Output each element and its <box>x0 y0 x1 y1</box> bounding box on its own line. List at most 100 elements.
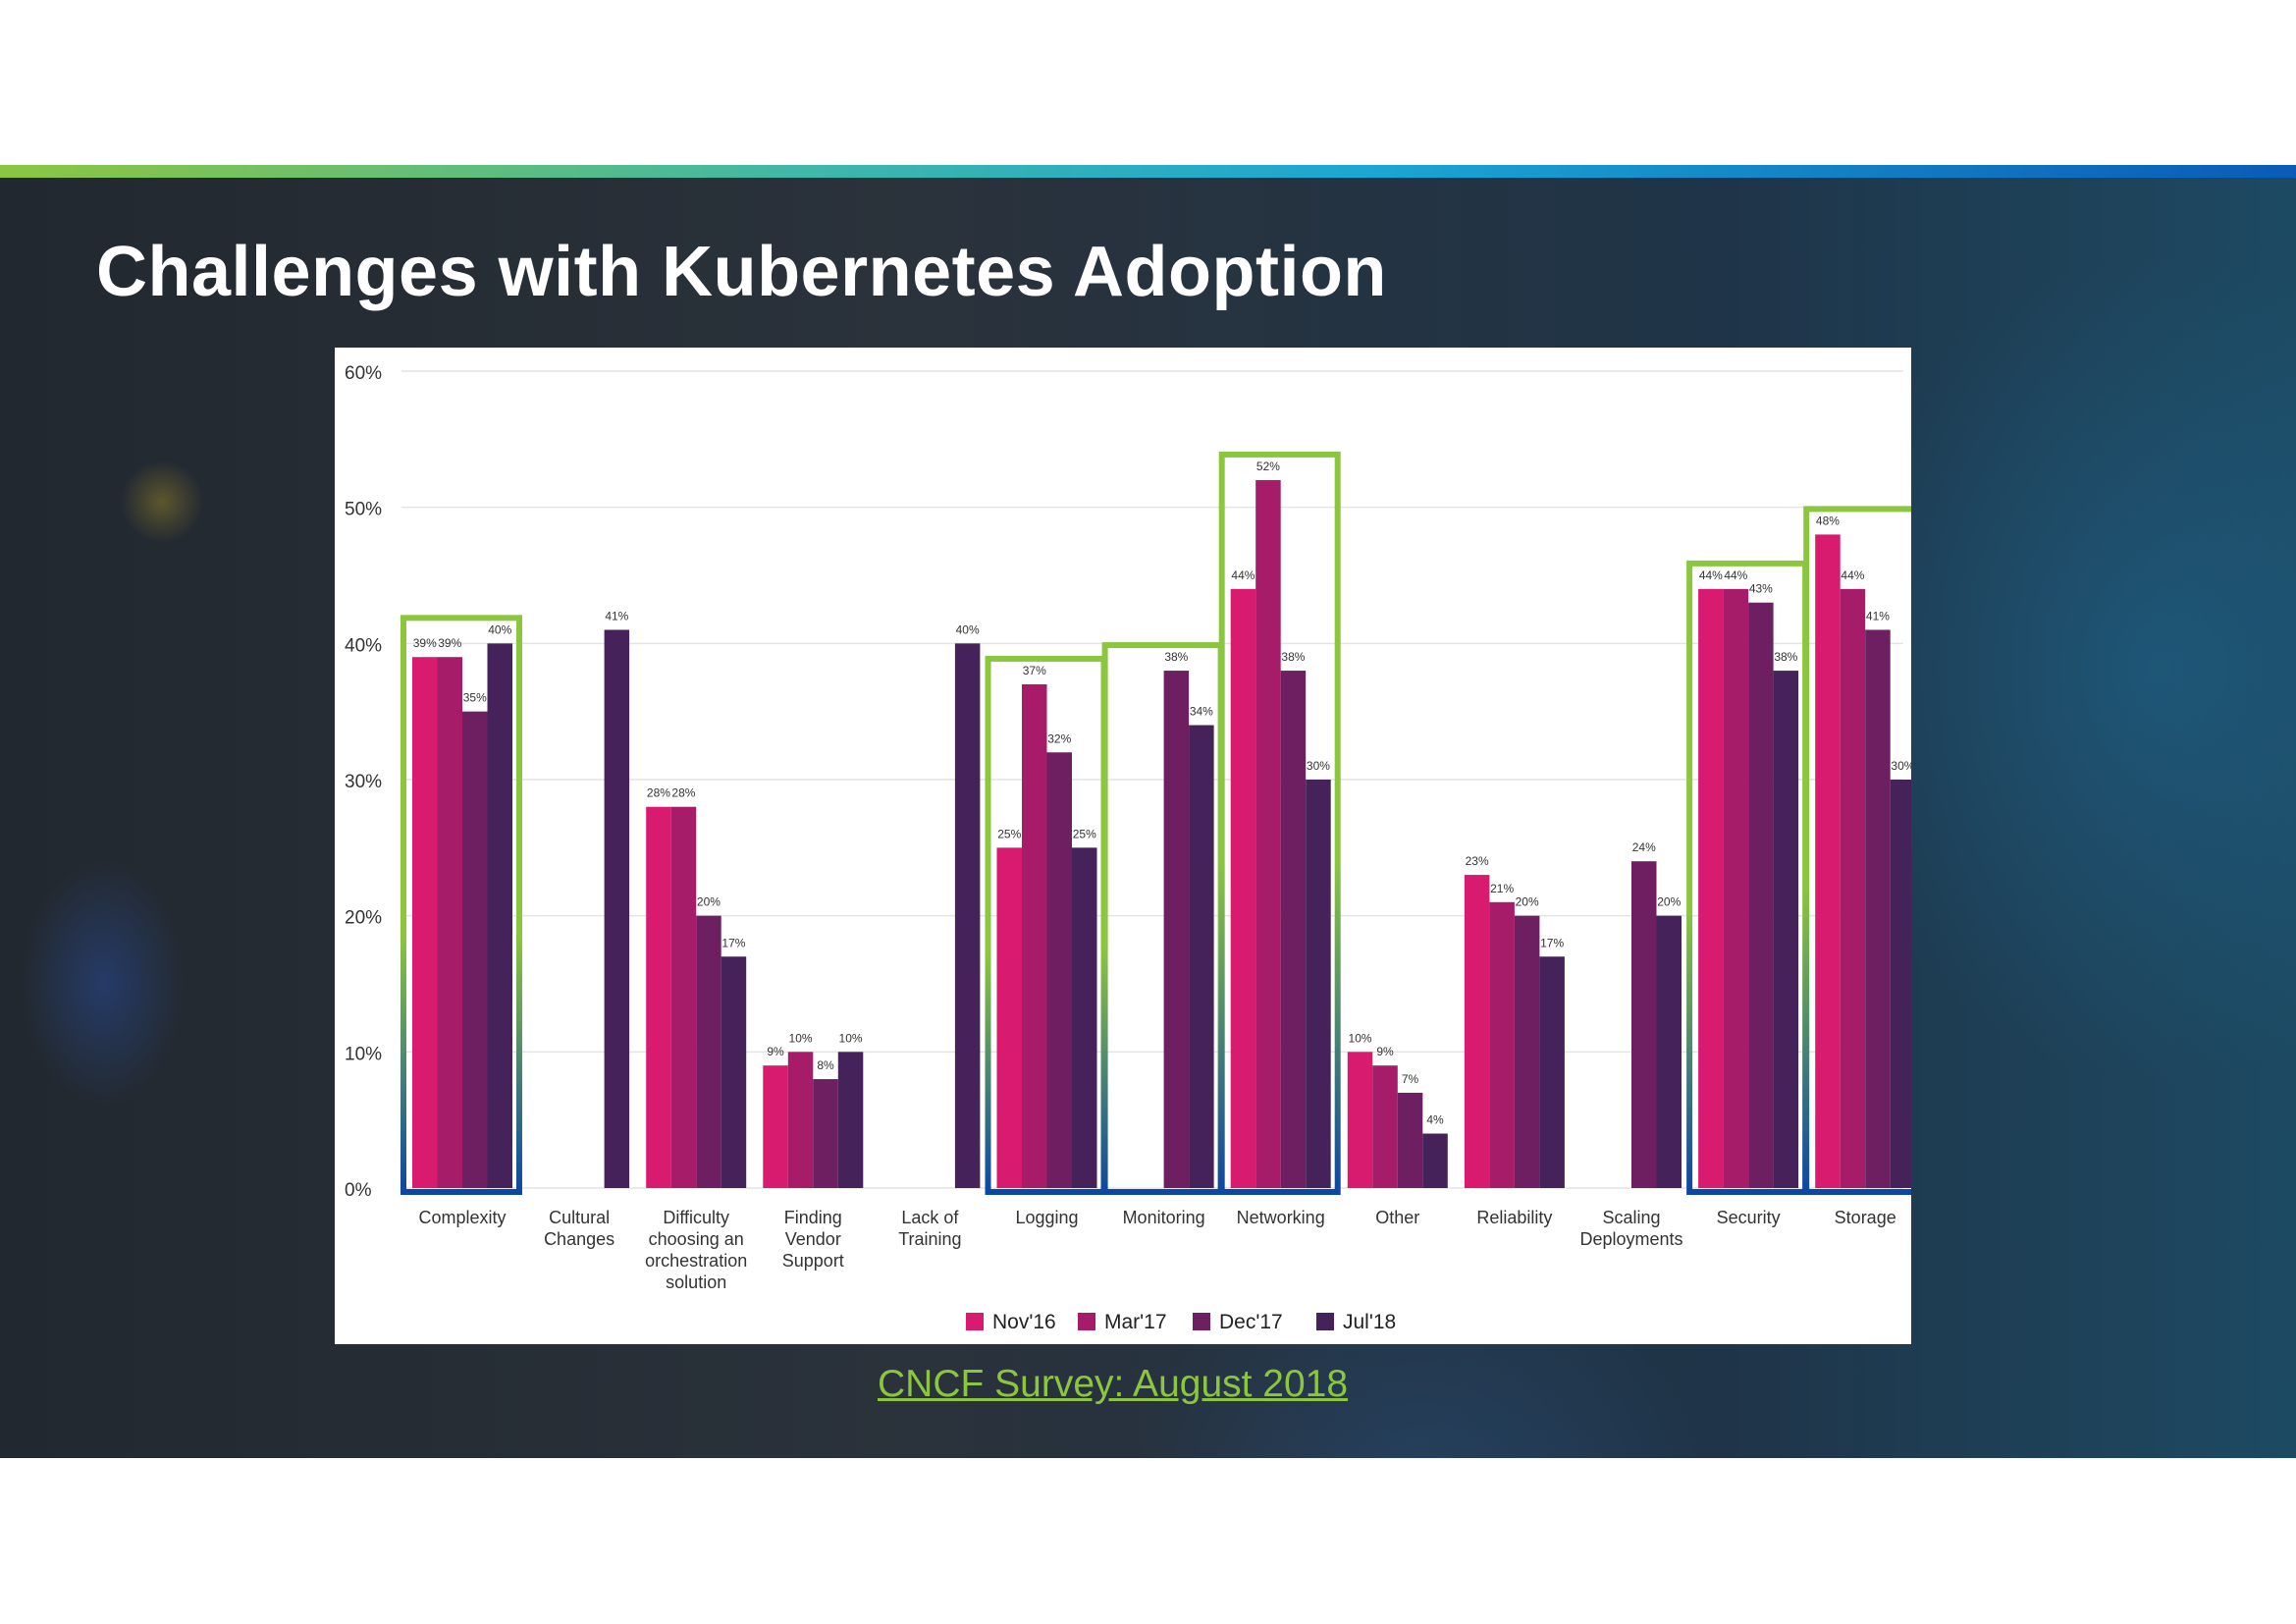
bar-jul-18-other <box>1422 1133 1448 1188</box>
bar-jul-18-logging <box>1072 847 1097 1188</box>
bar-dec-17-logging <box>1046 752 1072 1188</box>
data-label: 41% <box>605 609 628 623</box>
data-label: 17% <box>1540 936 1564 949</box>
bar-mar-17-networking <box>1255 479 1281 1188</box>
data-label: 44% <box>1699 568 1723 582</box>
data-label: 10% <box>839 1031 863 1045</box>
data-label: 38% <box>1281 650 1305 664</box>
x-tick-label-complexity: Complexity <box>418 1208 506 1227</box>
bar-dec-17-scaling-deployments <box>1631 861 1657 1188</box>
data-label: 38% <box>1774 650 1797 664</box>
data-label: 21% <box>1490 882 1514 895</box>
bar-nov-16-reliability <box>1464 875 1490 1188</box>
legend-swatch-nov-16 <box>966 1313 984 1330</box>
data-label: 4% <box>1426 1113 1444 1127</box>
bar-dec-17-finding-vendor-support <box>813 1079 838 1188</box>
bar-mar-17-difficulty-choosing-an-orchestration-solution <box>670 806 697 1188</box>
legend-label-dec-17: Dec'17 <box>1219 1311 1283 1333</box>
y-tick-label: 0% <box>345 1180 372 1201</box>
bar-mar-17-storage <box>1840 588 1866 1188</box>
bar-nov-16-networking <box>1230 588 1256 1188</box>
y-tick-label: 30% <box>345 772 382 792</box>
bar-jul-18-complexity <box>487 643 512 1188</box>
highlight-box-complexity <box>400 615 522 1196</box>
bar-nov-16-security <box>1698 588 1724 1188</box>
x-tick-label-storage: Storage <box>1835 1208 1896 1227</box>
bar-jul-18-difficulty-choosing-an-orchestration-solution <box>721 956 747 1188</box>
data-label: 25% <box>997 827 1021 840</box>
bar-dec-17-reliability <box>1514 915 1540 1188</box>
bar-chart: 0% 10% 20% 30% 40% 50% 60% 39% 28% 9% 25% 44% 10% 23%… <box>345 363 1911 1333</box>
data-label: 48% <box>1816 514 1840 527</box>
x-tick-label-other: Other <box>1375 1208 1419 1227</box>
bar-jul-18-networking <box>1306 780 1331 1188</box>
bar-dec-17-security <box>1748 602 1774 1188</box>
bar-mar-17-complexity <box>437 657 462 1188</box>
legend-label-nov-16: Nov'16 <box>992 1311 1056 1333</box>
x-tick-label-lack-of-training: Lack of Training <box>898 1208 961 1249</box>
x-tick-label-difficulty-choosing-an-orchestration-solution: Difficulty choosing an orchestration soluti… <box>645 1208 747 1292</box>
legend-swatch-jul-18 <box>1316 1313 1334 1330</box>
data-label: 20% <box>1657 895 1681 909</box>
bar-jul-18-storage <box>1890 780 1911 1188</box>
source-link[interactable]: CNCF Survey: August 2018 <box>878 1363 1349 1405</box>
x-tick-label-finding-vendor-support: Finding Vendor Support <box>782 1208 844 1271</box>
bar-jul-18-cultural-changes <box>604 629 630 1188</box>
data-label: 39% <box>438 636 461 650</box>
bar-nov-16-other <box>1347 1052 1373 1188</box>
x-tick-label-scaling-deployments: Scaling Deployments <box>1579 1208 1682 1249</box>
data-label: 32% <box>1047 731 1071 745</box>
x-tick-label-reliability: Reliability <box>1476 1208 1552 1227</box>
data-label: 39% <box>413 636 437 650</box>
data-label: 28% <box>647 786 670 800</box>
data-label: 25% <box>1073 827 1096 840</box>
slide-title: Challenges with Kubernetes Adoption <box>96 233 1387 311</box>
bar-nov-16-storage <box>1815 534 1841 1188</box>
bar-mar-17-reliability <box>1489 901 1515 1188</box>
legend-label-jul-18: Jul'18 <box>1343 1311 1396 1333</box>
chart-panel: 0% 10% 20% 30% 40% 50% 60% 39% 28% 9% 25% 44% 10% 23%… <box>335 348 1911 1344</box>
data-label: 28% <box>671 786 695 800</box>
bar-nov-16-finding-vendor-support <box>763 1065 788 1188</box>
header-gradient-strip <box>0 165 2296 178</box>
data-label: 30% <box>1891 759 1911 773</box>
bar-dec-17-networking <box>1280 671 1307 1188</box>
legend-swatch-mar-17 <box>1078 1313 1095 1330</box>
data-label: 43% <box>1749 582 1773 596</box>
data-label: 8% <box>817 1058 834 1072</box>
legend-swatch-dec-17 <box>1193 1313 1210 1330</box>
data-label: 34% <box>1190 705 1213 719</box>
data-label: 17% <box>721 936 745 949</box>
bar-mar-17-other <box>1372 1065 1398 1188</box>
data-label: 41% <box>1866 609 1890 623</box>
data-label: 9% <box>767 1045 784 1058</box>
data-label: 30% <box>1307 759 1330 773</box>
bar-nov-16-complexity <box>412 657 438 1188</box>
data-label: 44% <box>1231 568 1255 582</box>
x-tick-label-monitoring: Monitoring <box>1123 1208 1205 1227</box>
legend-label-mar-17: Mar'17 <box>1104 1311 1167 1333</box>
bar-jul-18-finding-vendor-support <box>837 1052 864 1188</box>
x-tick-label-logging: Logging <box>1015 1208 1078 1227</box>
data-label: 44% <box>1724 568 1747 582</box>
data-label: 37% <box>1023 664 1046 677</box>
x-tick-label-cultural-changes: Cultural Changes <box>544 1208 614 1249</box>
highlight-box-networking <box>1218 451 1341 1195</box>
data-label: 23% <box>1466 854 1489 868</box>
highlight-box-storage <box>1803 506 1911 1195</box>
y-tick-label: 60% <box>345 363 382 384</box>
data-label: 9% <box>1376 1045 1394 1058</box>
bar-jul-18-monitoring <box>1189 725 1214 1188</box>
bar-dec-17-monitoring <box>1163 671 1190 1188</box>
bar-jul-18-security <box>1773 671 1799 1188</box>
data-label: 35% <box>463 691 487 705</box>
y-tick-label: 40% <box>345 635 382 656</box>
y-tick-label: 50% <box>345 500 382 520</box>
data-label: 10% <box>1349 1031 1372 1045</box>
bar-dec-17-difficulty-choosing-an-orchestration-solution <box>696 915 721 1188</box>
y-tick-label: 10% <box>345 1044 382 1064</box>
bar-nov-16-difficulty-choosing-an-orchestration-solution <box>646 806 671 1188</box>
bar-mar-17-security <box>1723 588 1749 1188</box>
bar-jul-18-reliability <box>1539 956 1565 1188</box>
data-label: 20% <box>697 895 721 909</box>
